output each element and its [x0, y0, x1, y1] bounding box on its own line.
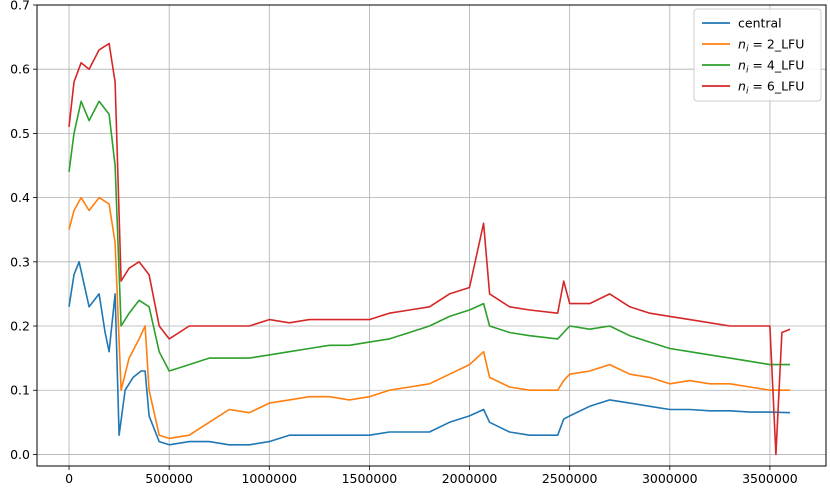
legend-label-3: ni = 6_LFU [738, 79, 804, 97]
series-lines [68, 42, 791, 456]
x-tick-label: 2000000 [442, 471, 498, 486]
series-line-0 [68, 261, 791, 446]
x-tick-label: 500000 [145, 471, 193, 486]
x-tick-label: 3000000 [642, 471, 698, 486]
x-tick-label: 3500000 [742, 471, 798, 486]
series-line-1 [68, 196, 790, 440]
axis-ticks: 0 500000 1000000 1500000 2000000 2500000 30000… [10, 0, 798, 486]
legend-label-0: central [738, 16, 782, 31]
y-tick-label: 0.1 [10, 383, 30, 398]
x-tick-label: 1500000 [342, 471, 398, 486]
x-tick-label: 0 [65, 471, 73, 486]
legend-label-1: ni = 2_LFU [738, 37, 804, 55]
series-line-2 [68, 100, 790, 372]
axes-frame [36, 4, 827, 467]
grid [37, 4, 826, 466]
y-tick-label: 0.4 [10, 190, 30, 205]
y-tick-label: 0.3 [10, 254, 30, 269]
y-tick-label: 0.7 [10, 0, 30, 13]
y-tick-label: 0.6 [10, 62, 30, 77]
y-tick-label: 0.5 [10, 126, 30, 141]
series-line-3 [68, 42, 791, 456]
x-tick-label: 1000000 [241, 471, 297, 486]
legend-label-2: ni = 4_LFU [738, 58, 804, 76]
y-tick-label: 0.2 [10, 319, 30, 334]
legend-box [693, 8, 822, 102]
y-tick-label: 0.0 [10, 447, 30, 462]
x-tick-label: 2500000 [542, 471, 598, 486]
